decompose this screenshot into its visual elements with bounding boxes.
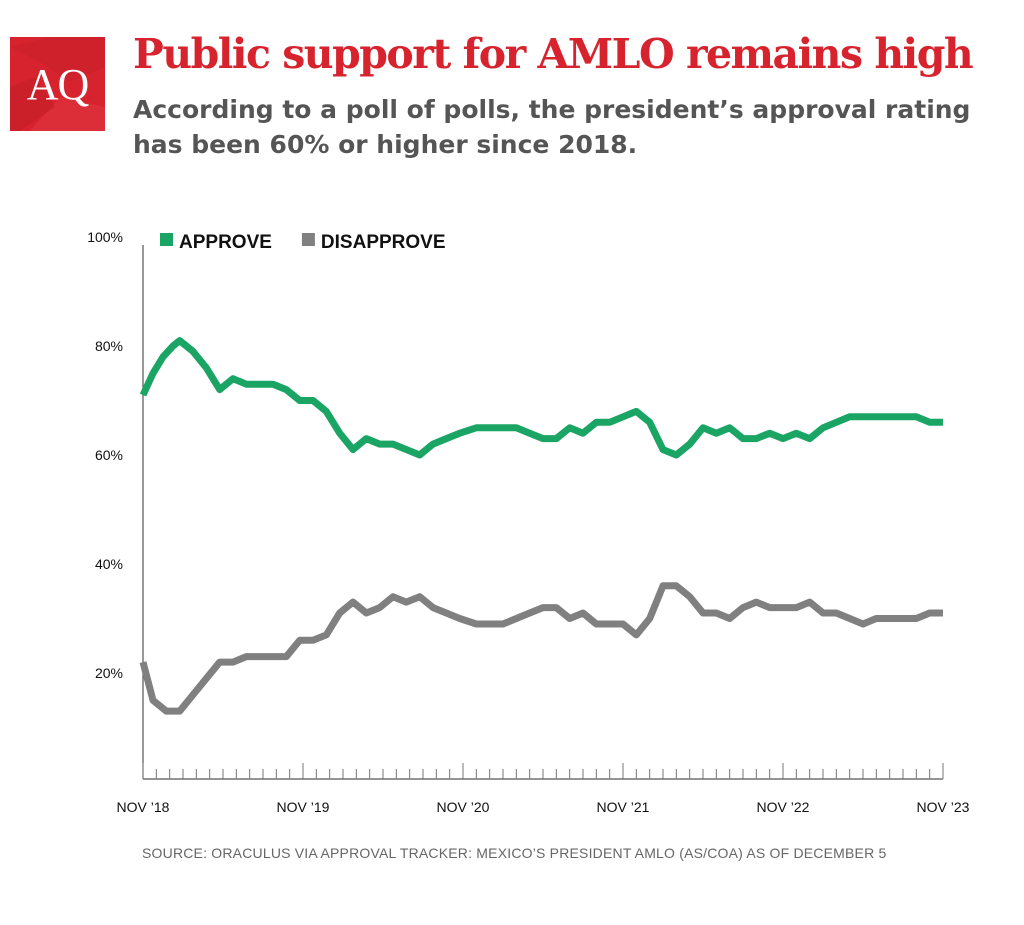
y-tick-label: 60% <box>95 447 123 463</box>
legend-swatch-approve <box>160 233 173 246</box>
x-tick-label: NOV ’21 <box>597 799 650 815</box>
logo-text: AQ <box>26 60 90 109</box>
chart-subtitle: According to a poll of polls, the presid… <box>133 95 971 159</box>
legend-label-approve: APPROVE <box>179 232 272 253</box>
legend-swatch-disapprove <box>301 233 315 246</box>
legend-label-disapprove: DISAPPROVE <box>321 232 446 253</box>
x-tick-label: NOV ’19 <box>277 799 330 815</box>
series-line-disapprove <box>139 582 943 715</box>
chart-title: Public support for AMLO remains high <box>133 30 974 78</box>
y-tick-label: 20% <box>95 665 123 681</box>
y-axis-ticks: 20% 40% 60% 80% 100% <box>87 229 123 681</box>
source-note: SOURCE: ORACULUS VIA APPROVAL TRACKER: M… <box>142 845 887 861</box>
series-line-approve <box>139 337 943 459</box>
y-tick-label: 100% <box>87 229 123 245</box>
aq-logo: AQ <box>10 37 105 131</box>
x-axis: NOV ’18 NOV ’19 NOV ’20 NOV ’21 NOV ’22 NOV ’… <box>117 245 970 815</box>
x-tick-label: NOV ’20 <box>437 799 490 815</box>
y-tick-label: 40% <box>95 556 123 572</box>
x-tick-label: NOV ’22 <box>757 799 810 815</box>
series-lines <box>139 337 943 715</box>
legend: APPROVE DISAPPROVE <box>160 232 446 253</box>
logo-texture <box>10 37 105 131</box>
x-tick-label: NOV ’23 <box>917 799 970 815</box>
x-tick-label: NOV ’18 <box>117 799 170 815</box>
y-tick-label: 80% <box>95 338 123 354</box>
